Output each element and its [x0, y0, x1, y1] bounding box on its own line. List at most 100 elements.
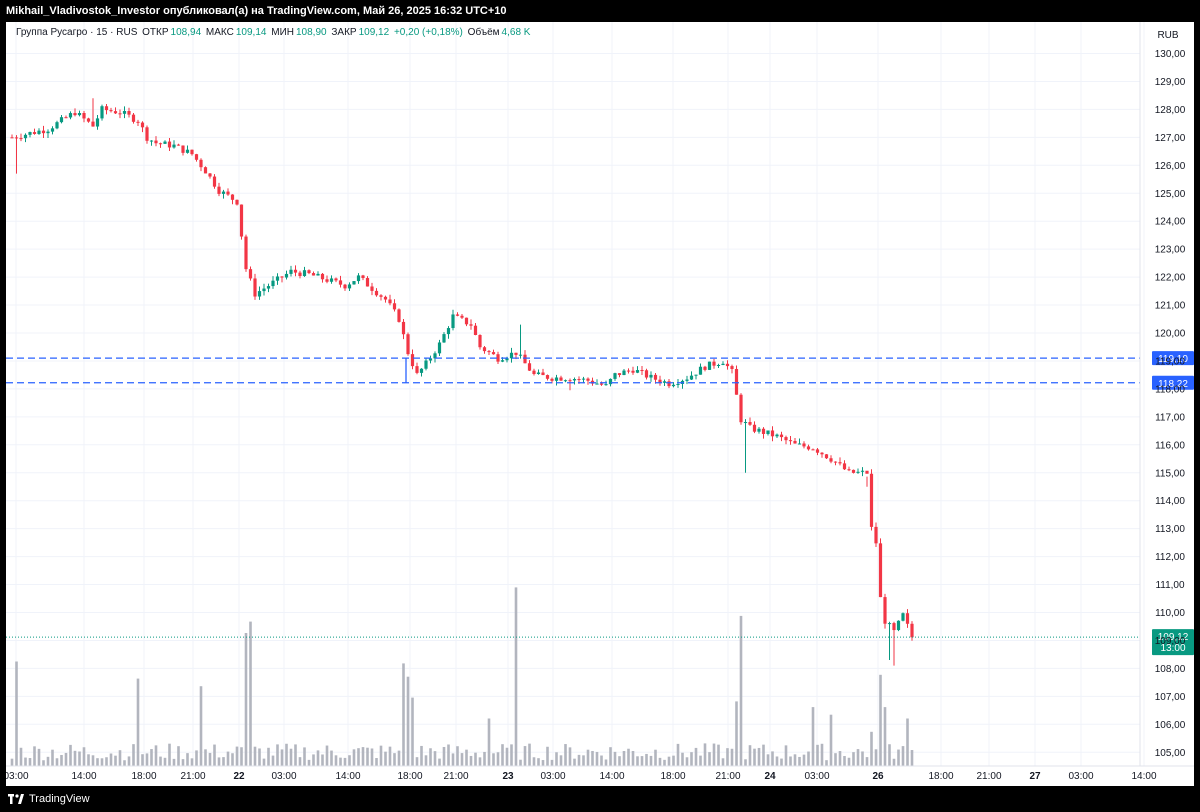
volume-bar — [190, 758, 194, 766]
volume-bar — [721, 758, 725, 766]
volume-bar — [510, 744, 513, 766]
legend-volume-label: Объём — [467, 27, 500, 38]
candle-body — [91, 121, 95, 127]
price-tick-label: 124,00 — [1155, 217, 1186, 228]
candle-body — [824, 454, 829, 459]
candle-body — [199, 159, 203, 168]
time-tick-label: 03:00 — [271, 771, 296, 782]
price-axis[interactable]: RUB 130,00 129,00 128,00 127,00 126,00 125,00 1… — [1139, 22, 1186, 766]
volume-bar — [10, 758, 14, 766]
volume-bar — [64, 752, 68, 766]
candle-body — [874, 526, 878, 544]
candle-body — [896, 620, 901, 631]
legend-volume: 4,68 K — [501, 27, 531, 38]
candle-body — [122, 111, 127, 114]
candle-body — [622, 370, 626, 376]
last-price-countdown: 13:00 — [1160, 643, 1185, 654]
candle-body — [379, 295, 383, 297]
candle-body — [59, 117, 64, 123]
volume-bar — [451, 753, 455, 766]
candle-body — [14, 137, 19, 139]
volume-bar — [132, 744, 135, 766]
volume-bar — [838, 751, 842, 766]
price-tick-label: 122,00 — [1155, 273, 1186, 284]
price-tick-label: 118,00 — [1155, 384, 1185, 395]
candle-body — [28, 132, 32, 135]
legend-open: 108,94 — [170, 27, 202, 38]
volume-bar — [811, 707, 815, 766]
candle-body — [559, 377, 563, 381]
candle-body — [730, 366, 734, 369]
volume-bar — [892, 758, 896, 766]
volume-bar — [19, 747, 23, 766]
candle-body — [766, 430, 770, 434]
candle-body — [203, 167, 208, 174]
candle-body — [473, 325, 478, 335]
candle-body — [595, 383, 599, 385]
candle-body — [491, 352, 496, 355]
candle-body — [712, 361, 716, 366]
candle-body — [293, 269, 298, 273]
volume-bar — [334, 755, 338, 766]
candle-body — [401, 321, 406, 335]
symbol-legend: Группа Русагро · 15 · RUS ОТКР 108,94 МАК… — [16, 27, 532, 38]
volume-bar — [208, 752, 212, 766]
volume-bar — [433, 751, 437, 766]
volume-bar — [627, 748, 630, 766]
volume-bar — [375, 758, 378, 766]
candle-body — [613, 373, 617, 379]
candle-body — [689, 375, 694, 380]
candle-body — [496, 354, 500, 362]
candle-body — [95, 118, 100, 127]
candle-body — [536, 372, 541, 375]
candle-body — [563, 380, 568, 382]
volume-bar — [343, 757, 347, 766]
volume-bar — [784, 745, 788, 766]
volume-bar — [217, 757, 221, 766]
candle-body — [446, 328, 451, 335]
volume-bar — [874, 749, 878, 766]
legend-low: 108,90 — [295, 27, 327, 38]
volume-bar — [595, 751, 599, 766]
candle-body — [676, 383, 680, 385]
candle-body — [392, 303, 397, 310]
volume-bar — [577, 754, 581, 766]
candle-body — [329, 278, 334, 282]
volume-bar — [591, 750, 594, 766]
volume-bar — [676, 743, 680, 766]
candle-body — [46, 131, 50, 134]
candle-body — [802, 443, 806, 447]
volume-bar — [298, 757, 302, 766]
candle-body — [883, 597, 887, 624]
time-tick-label: 21:00 — [715, 771, 740, 782]
candle-body — [109, 110, 113, 112]
candle-body — [23, 134, 28, 139]
volume-bar — [888, 744, 891, 766]
candle-body — [451, 314, 455, 329]
chart-area[interactable]: 119,10 118,22 109,12 13:00 RUB 130,00 129,00… — [6, 22, 1194, 786]
candle-body — [815, 449, 820, 453]
candle-body — [698, 366, 703, 375]
volume-bar — [681, 752, 684, 766]
volume-bar — [316, 750, 320, 766]
candle-body — [577, 379, 581, 381]
level-label: 119,10 — [1158, 354, 1188, 365]
candle-body — [775, 434, 779, 437]
volume-bar — [280, 749, 284, 766]
legend-high: 109,14 — [235, 27, 267, 38]
candle-body — [455, 314, 460, 316]
time-tick-label: 18:00 — [928, 771, 953, 782]
candle-body — [797, 443, 802, 445]
volume-bar — [105, 757, 108, 766]
tradingview-logo[interactable]: TradingView — [8, 786, 90, 812]
volume-bar — [420, 745, 423, 766]
volume-bar — [897, 749, 900, 766]
candle-body — [905, 613, 910, 624]
time-axis[interactable]: 03:00 14:00 18:00 21:00 22 03:00 14:00 18:00 21:… — [6, 765, 1194, 782]
candle-body — [419, 368, 424, 373]
legend-symbol[interactable]: Группа Русагро · 15 · RUS — [16, 27, 138, 38]
legend-close-label: ЗАКР — [331, 27, 357, 38]
volume-bar — [825, 760, 828, 766]
volume-bar — [528, 743, 531, 766]
